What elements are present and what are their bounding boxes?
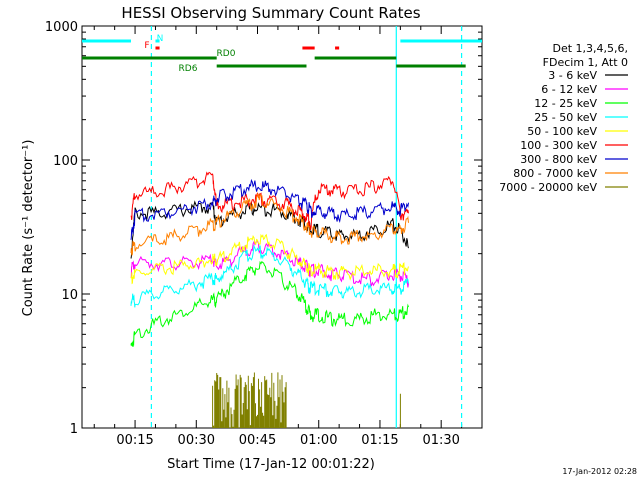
legend-label: 50 - 100 keV (527, 125, 597, 138)
legend-label: 3 - 6 keV (548, 69, 597, 82)
legend-label: 6 - 12 keV (541, 83, 597, 96)
y-tick-label: 10 (61, 288, 78, 303)
legend-label: 100 - 300 keV (520, 139, 597, 152)
x-tick-label: 01:00 (300, 433, 337, 448)
x-tick-label: 00:45 (239, 433, 276, 448)
legend-label: 7000 - 20000 keV (499, 181, 597, 194)
legend-label: 800 - 7000 keV (513, 167, 597, 180)
interval-label: F (144, 41, 149, 51)
x-tick-label: 01:15 (361, 433, 398, 448)
interval-label: N (157, 34, 164, 44)
x-tick-label: 00:15 (116, 433, 153, 448)
legend-label: 25 - 50 keV (534, 111, 597, 124)
legend-label: 12 - 25 keV (534, 97, 597, 110)
chart-title: HESSI Observing Summary Count Rates (121, 4, 420, 22)
y-tick-label: 1000 (45, 20, 78, 35)
series-line (130, 260, 409, 348)
series-line (130, 240, 409, 288)
x-tick-label: 00:30 (178, 433, 215, 448)
y-axis-label: Count Rate (s⁻¹ detector⁻¹) (21, 140, 36, 317)
plot-area: 1 10 100 1000 00:15 00:30 00:45 01:00 01:15 01:30… (45, 20, 483, 448)
legend-header: Det 1,3,4,5,6, (552, 42, 628, 55)
y-tick-label: 1 (70, 422, 78, 437)
legend-header: FDecim 1, Att 0 (543, 56, 628, 69)
series-line (130, 200, 409, 259)
series-line (130, 192, 409, 257)
series-line (212, 372, 401, 428)
series-line (130, 244, 409, 308)
interval-label: RD0 (217, 49, 236, 59)
x-tick-label: 01:30 (422, 433, 459, 448)
legend: Det 1,3,4,5,6,FDecim 1, Att 03 - 6 keV6 … (499, 42, 628, 194)
y-tick-label: 100 (53, 154, 78, 169)
plot-frame (81, 25, 483, 429)
timestamp-label: 17-Jan-2012 02:28 (562, 467, 637, 476)
x-axis-label: Start Time (17-Jan-12 00:01:22) (167, 457, 375, 472)
series-line (130, 178, 409, 240)
series-line (130, 233, 409, 285)
interval-label: RD6 (179, 64, 198, 74)
legend-label: 300 - 800 keV (520, 153, 597, 166)
